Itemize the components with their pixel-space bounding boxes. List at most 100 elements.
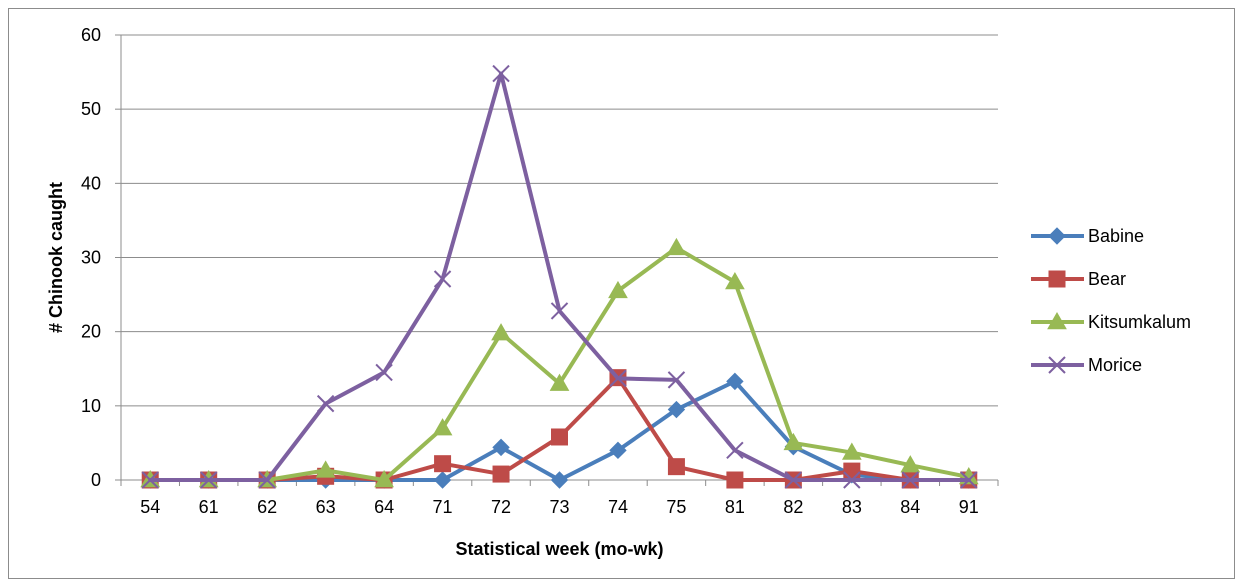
series-morice <box>141 64 978 489</box>
marker-stroke <box>1048 356 1066 374</box>
legend: Babine Bear Kitsumkalum Morice <box>1031 226 1191 375</box>
series-bear-point <box>843 462 861 480</box>
marker-stroke <box>316 394 335 413</box>
series-morice-point <box>316 394 335 413</box>
series-morice-point <box>609 369 627 388</box>
marker-stroke <box>141 471 159 489</box>
series-morice-point <box>667 371 686 389</box>
legend-label: Bear <box>1088 269 1126 289</box>
series-kitsumkalum <box>140 237 979 488</box>
series-morice-point <box>492 64 510 83</box>
x-tick-label: 71 <box>433 497 453 517</box>
y-tick-label: 60 <box>81 25 101 45</box>
series-bear-point <box>726 471 744 489</box>
series-morice-point <box>141 471 159 489</box>
series-babine-point <box>609 441 627 460</box>
series-kitsumkalum-point <box>608 280 628 299</box>
series-morice-point <box>433 270 452 288</box>
x-tick-label: 54 <box>140 497 160 517</box>
legend-marker <box>1048 356 1066 374</box>
series-bear-point <box>667 458 685 476</box>
x-tick-label: 72 <box>491 497 511 517</box>
series-babine-point <box>433 471 452 489</box>
series-babine-point <box>550 471 569 489</box>
marker-stroke <box>258 471 276 489</box>
marker-stroke <box>960 471 978 489</box>
series-kitsumkalum-point <box>432 418 453 436</box>
marker-stroke <box>433 270 452 288</box>
axes <box>115 34 999 486</box>
series-kitsumkalum-point <box>491 323 511 341</box>
x-tick-label: 83 <box>842 497 862 517</box>
legend-marker <box>1048 270 1066 288</box>
y-tick-label: 10 <box>81 396 101 416</box>
marker-stroke <box>726 441 744 460</box>
legend-label: Morice <box>1088 355 1142 375</box>
marker-stroke <box>550 302 569 320</box>
series-morice-point <box>199 471 218 489</box>
y-tick-label: 0 <box>91 470 101 490</box>
x-tick-label: 91 <box>959 497 979 517</box>
marker-stroke <box>609 369 627 388</box>
y-axis-title: # Chinook caught <box>46 182 66 333</box>
series-kitsumkalum-point <box>900 455 921 473</box>
x-tick-label: 62 <box>257 497 277 517</box>
series-kitsumkalum-point <box>666 237 687 256</box>
y-tick-label: 50 <box>81 99 101 119</box>
series-bear-point <box>434 455 452 473</box>
marker-stroke <box>784 471 803 489</box>
series-morice-point <box>550 302 569 320</box>
series-morice-point <box>375 363 393 382</box>
legend-label: Babine <box>1088 226 1144 246</box>
series-bear-point <box>551 428 568 446</box>
legend-item-morice: Morice <box>1031 355 1142 375</box>
x-tick-label: 75 <box>666 497 686 517</box>
series-kitsumkalum-point <box>374 469 394 488</box>
gridlines <box>121 34 998 407</box>
y-tick-label: 20 <box>81 322 101 342</box>
marker-stroke <box>492 64 510 83</box>
series-morice-point <box>843 471 861 489</box>
y-tick-label: 40 <box>81 173 101 193</box>
y-tick-label: 30 <box>81 248 101 268</box>
x-axis-title: Statistical week (mo-wk) <box>455 539 663 559</box>
series-morice-point <box>784 471 803 489</box>
series-layer <box>140 64 979 489</box>
series-bear-point <box>492 465 510 483</box>
legend-item-babine: Babine <box>1031 226 1144 246</box>
marker-stroke <box>375 363 393 382</box>
x-tick-label: 63 <box>316 497 336 517</box>
series-kitsumkalum-point <box>783 432 804 451</box>
x-tick-label: 73 <box>549 497 569 517</box>
series-kitsumkalum-point <box>725 271 745 290</box>
x-tick-label: 84 <box>900 497 920 517</box>
series-kitsumkalum-point <box>841 442 862 460</box>
marker-stroke <box>667 371 686 389</box>
legend-item-kitsumkalum: Kitsumkalum <box>1031 311 1191 332</box>
series-kitsumkalum-point <box>315 460 336 478</box>
x-tick-label: 64 <box>374 497 394 517</box>
series-morice-point <box>726 441 744 460</box>
x-tick-labels: 54 61 62 63 64 71 72 73 74 75 81 82 83 84 91 <box>140 497 979 517</box>
legend-marker <box>1048 227 1066 245</box>
x-tick-label: 61 <box>199 497 219 517</box>
series-kitsumkalum-point <box>549 373 570 391</box>
series-babine-point <box>492 438 510 457</box>
x-tick-label: 82 <box>783 497 803 517</box>
x-tick-label: 81 <box>725 497 745 517</box>
y-tick-labels: 0 10 20 30 40 50 60 <box>81 25 101 490</box>
series-morice-point <box>258 471 276 489</box>
series-babine-point <box>726 372 744 391</box>
x-tick-label: 74 <box>608 497 628 517</box>
legend-label: Kitsumkalum <box>1088 312 1191 332</box>
series-morice-point <box>960 471 978 489</box>
marker-stroke <box>901 471 920 489</box>
series-morice-point <box>901 471 920 489</box>
series-babine-point <box>667 400 686 419</box>
marker-stroke <box>199 471 218 489</box>
legend-item-bear: Bear <box>1031 269 1126 289</box>
legend-marker <box>1047 311 1067 330</box>
marker-stroke <box>843 471 861 489</box>
series-morice-line <box>148 71 971 482</box>
